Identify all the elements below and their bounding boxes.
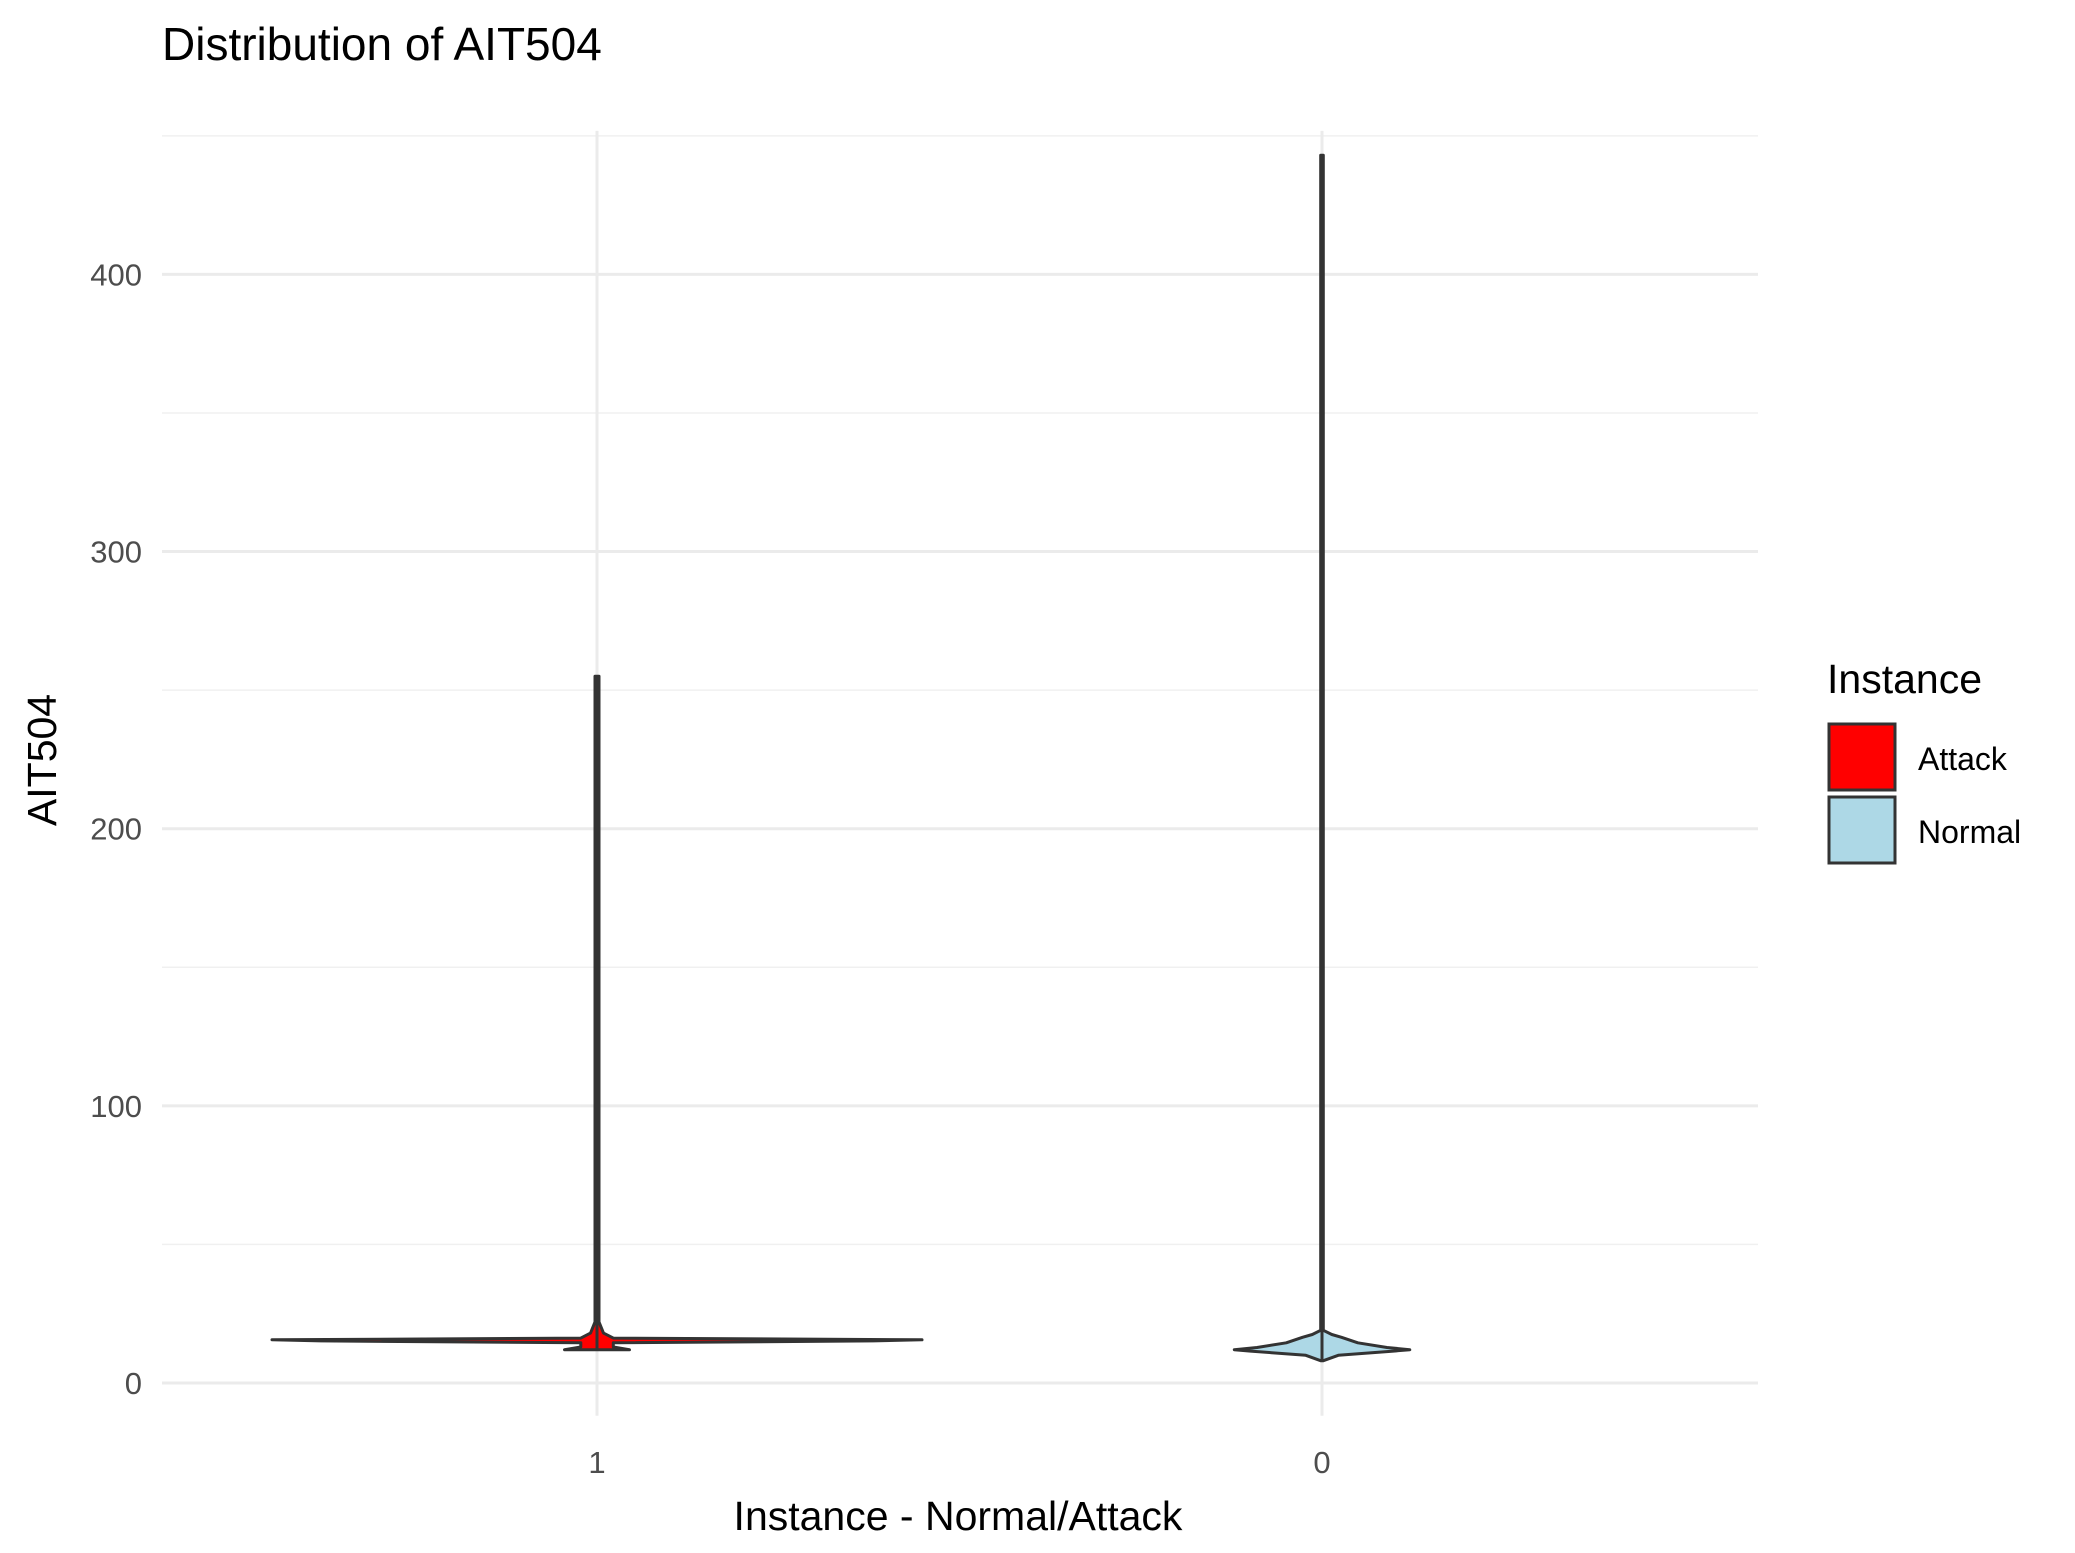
- y-tick-label: 400: [90, 257, 142, 292]
- legend-title: Instance: [1827, 656, 1982, 702]
- x-tick-label: 1: [588, 1445, 605, 1480]
- chart-title: Distribution of AIT504: [162, 18, 602, 70]
- legend: Instance Attack Normal: [1827, 656, 2021, 865]
- legend-swatch-attack: [1827, 722, 1897, 792]
- legend-swatch-normal: [1827, 795, 1897, 865]
- grid-lines: [162, 130, 1758, 1416]
- y-tick-label: 100: [90, 1089, 142, 1124]
- violins: [270, 153, 1412, 1363]
- y-tick-labels: 0 100 200 300 400: [90, 257, 142, 1401]
- legend-label-attack: Attack: [1918, 741, 2008, 777]
- y-tick-label: 300: [90, 535, 142, 570]
- legend-label-normal: Normal: [1918, 814, 2021, 850]
- x-tick-label: 0: [1313, 1445, 1330, 1480]
- y-axis-title: AIT504: [19, 694, 65, 826]
- x-axis-title: Instance - Normal/Attack: [734, 1493, 1183, 1539]
- y-tick-label: 200: [90, 812, 142, 847]
- y-tick-label: 0: [125, 1366, 142, 1401]
